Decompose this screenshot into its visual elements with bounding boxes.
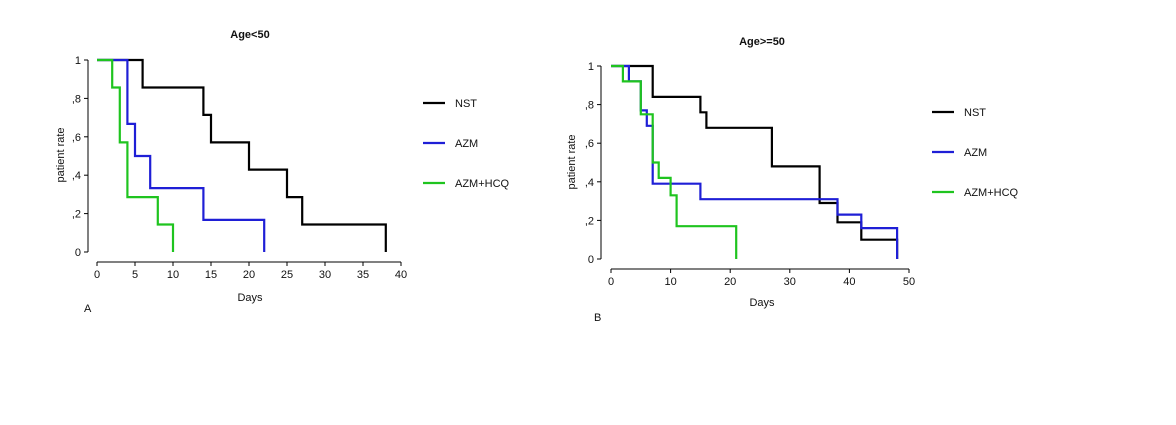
legend-label: AZM [964, 147, 987, 159]
panel-label: B [594, 312, 601, 324]
y-tick-label: ,6 [585, 138, 594, 150]
x-tick-label: 5 [132, 269, 138, 281]
x-tick-label: 20 [724, 276, 736, 288]
y-tick-label: ,4 [72, 170, 81, 182]
series-line-azm-hcq [97, 58, 175, 252]
x-tick-label: 30 [319, 269, 331, 281]
legend-label: NST [455, 98, 477, 110]
x-tick-label: 0 [94, 269, 100, 281]
x-tick-label: 15 [205, 269, 217, 281]
x-tick-label: 50 [903, 276, 915, 288]
y-tick-label: ,6 [72, 132, 81, 144]
y-tick-label: 1 [588, 61, 594, 73]
x-tick-label: 10 [664, 276, 676, 288]
y-tick-label: ,2 [585, 215, 594, 227]
y-axis-label: patient rate [55, 127, 67, 182]
chart-title: Age<50 [230, 29, 269, 41]
x-tick-label: 40 [395, 269, 407, 281]
y-tick-label: ,2 [72, 209, 81, 221]
y-tick-label: 0 [588, 254, 594, 266]
legend-label: NST [964, 107, 986, 119]
series-line-nst [97, 58, 387, 252]
x-axis-label: Days [237, 292, 263, 304]
chart-title: Age>=50 [739, 36, 785, 48]
y-tick-label: ,8 [72, 93, 81, 105]
legend-label: AZM [455, 138, 478, 150]
legend-label: AZM+HCQ [964, 187, 1019, 199]
x-tick-label: 10 [167, 269, 179, 281]
x-tick-label: 40 [843, 276, 855, 288]
y-axis-label: patient rate [566, 134, 578, 189]
y-tick-label: 1 [75, 55, 81, 67]
chart-panel-a: Age<50 Days patient rate A 0 5 10 15 20 25 30 3… [55, 29, 510, 315]
y-tick-label: ,4 [585, 177, 594, 189]
y-tick-label: 0 [75, 247, 81, 259]
x-tick-label: 20 [243, 269, 255, 281]
series-line-azm-hcq [611, 64, 738, 259]
legend-label: AZM+HCQ [455, 178, 510, 190]
x-axis-label: Days [749, 297, 775, 309]
x-tick-label: 0 [608, 276, 614, 288]
x-tick-label: 25 [281, 269, 293, 281]
panel-label: A [84, 303, 92, 315]
x-tick-label: 30 [784, 276, 796, 288]
chart-panel-b: Age>=50 Days patient rate B 0 10 20 30 40 50 0… [566, 36, 1019, 324]
x-tick-label: 35 [357, 269, 369, 281]
series-line-azm [97, 58, 266, 252]
y-tick-label: ,8 [585, 100, 594, 112]
